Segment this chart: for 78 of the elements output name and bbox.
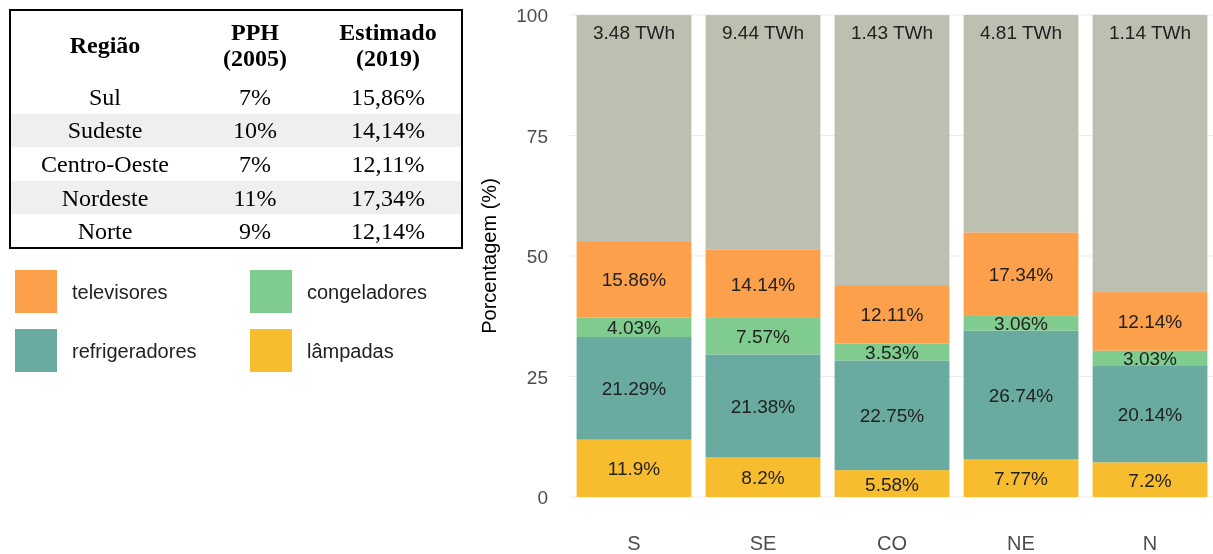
data-label: 14.14% bbox=[730, 273, 796, 295]
bar bbox=[963, 14, 1079, 233]
text: PPH (2005) bbox=[223, 19, 287, 71]
data-label: 11.9% bbox=[607, 458, 661, 480]
data-label: 7.77% bbox=[994, 468, 1049, 490]
bar bbox=[705, 317, 821, 355]
bar bbox=[1092, 14, 1208, 293]
text: 15,86% bbox=[351, 83, 425, 110]
text: 14,14% bbox=[351, 117, 425, 144]
legend-label: congeladores bbox=[307, 281, 428, 303]
x-tick-label: N bbox=[1142, 532, 1158, 554]
x-tick-label: SE bbox=[749, 532, 777, 554]
text: Centro-Oeste bbox=[41, 151, 169, 177]
bar bbox=[576, 337, 692, 440]
legend-label: televisores bbox=[72, 281, 168, 303]
bar bbox=[705, 457, 821, 497]
bar bbox=[1092, 365, 1208, 463]
x-tick-label: CO bbox=[877, 532, 907, 554]
bar bbox=[834, 285, 950, 344]
x-tick-label: NE bbox=[1007, 532, 1035, 554]
data-label: 3.06% bbox=[994, 313, 1049, 335]
text: 9% bbox=[239, 218, 271, 245]
bar bbox=[834, 360, 950, 471]
annotation: 9.44 TWh bbox=[721, 22, 805, 43]
text: Região bbox=[69, 32, 141, 58]
data-label: 22.75% bbox=[859, 405, 925, 427]
data-label: 5.58% bbox=[865, 473, 920, 495]
bar bbox=[1092, 292, 1208, 351]
y-tick-label: 0 bbox=[537, 487, 548, 508]
text: 17,34% bbox=[351, 184, 425, 211]
bar bbox=[576, 439, 692, 497]
legend-label: lâmpadas bbox=[307, 340, 394, 362]
y-tick-label: 75 bbox=[526, 125, 548, 147]
data-label: 12.11% bbox=[860, 304, 924, 326]
data-label: 3.03% bbox=[1123, 347, 1178, 369]
text: 7% bbox=[239, 151, 271, 177]
text: Sudeste bbox=[67, 117, 143, 144]
annotation: 1.43 TWh bbox=[850, 22, 934, 43]
annotation: 3.48 TWh bbox=[592, 22, 676, 43]
data-label: 3.53% bbox=[865, 341, 920, 363]
y-tick-label: 50 bbox=[526, 246, 548, 267]
text: 7% bbox=[239, 83, 271, 110]
text: Nordeste bbox=[61, 184, 149, 211]
data-label: 7.2% bbox=[1128, 469, 1172, 491]
text: 12,11% bbox=[351, 151, 425, 177]
bar bbox=[576, 15, 692, 242]
annotation: 1.14 TWh bbox=[1108, 22, 1192, 43]
bar bbox=[834, 15, 950, 286]
y-tick-label: 25 bbox=[526, 366, 548, 388]
text: 12,14% bbox=[351, 218, 425, 245]
text: Sul bbox=[88, 83, 122, 110]
bar bbox=[576, 241, 692, 318]
data-label: 26.74% bbox=[988, 385, 1054, 407]
data-label: 12.14% bbox=[1117, 311, 1183, 333]
bar bbox=[963, 330, 1079, 460]
bar bbox=[963, 459, 1079, 497]
bar bbox=[705, 249, 821, 318]
text: Estimado (2019) bbox=[339, 19, 437, 71]
data-label: 8.2% bbox=[741, 467, 785, 489]
text: 10% bbox=[233, 117, 277, 144]
data-label: 17.34% bbox=[988, 264, 1054, 286]
data-label: 21.38% bbox=[730, 395, 796, 417]
data-label: 4.03% bbox=[607, 317, 662, 339]
data-label: 21.29% bbox=[601, 378, 667, 400]
bar bbox=[1092, 462, 1208, 497]
text: Norte bbox=[77, 218, 133, 245]
bar bbox=[963, 232, 1079, 316]
data-label: 7.57% bbox=[736, 326, 791, 348]
y-axis-title: Porcentagem (%) bbox=[478, 178, 500, 334]
text: 11% bbox=[233, 184, 277, 211]
x-tick-label: S bbox=[627, 532, 641, 554]
bar bbox=[705, 354, 821, 458]
bar bbox=[705, 15, 821, 250]
data-label: 20.14% bbox=[1117, 403, 1183, 425]
annotation: 4.81 TWh bbox=[979, 22, 1063, 43]
y-tick-label: 100 bbox=[516, 5, 548, 26]
data-label: 15.86% bbox=[601, 269, 667, 291]
legend-label: refrigeradores bbox=[72, 340, 197, 362]
